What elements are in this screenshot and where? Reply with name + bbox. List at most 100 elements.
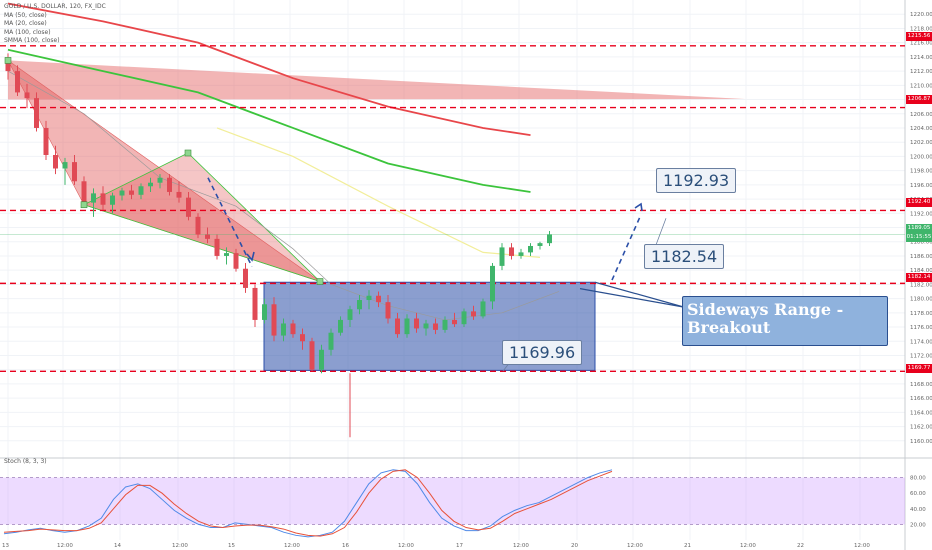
candle-body	[490, 265, 495, 302]
y-tick-label: 1182.00	[910, 282, 932, 288]
candle-body	[43, 127, 49, 155]
y-tick-label: 1214.00	[910, 55, 932, 61]
y-tick-label: 1212.00	[910, 69, 932, 75]
y-tick-label: 1168.00	[910, 382, 932, 388]
breakout-level-label[interactable]: 1182.54	[644, 244, 725, 269]
price-tag-resist: 1192.40	[906, 198, 932, 207]
price-tag-breakout: 1182.14	[906, 273, 932, 282]
x-tick-label: 12:00	[398, 543, 414, 549]
support-label[interactable]: 1169.96	[502, 340, 583, 365]
candle-body	[195, 216, 201, 235]
candle-body	[461, 311, 467, 325]
candle-body	[252, 287, 258, 320]
candle-body	[309, 341, 315, 370]
candle-body	[271, 304, 277, 336]
pattern-point-marker	[316, 278, 324, 285]
candle-body	[328, 332, 334, 350]
x-tick-label: 15	[228, 543, 235, 549]
moving-average-line	[7, 48, 531, 193]
x-tick-label: 22	[797, 543, 804, 549]
price-tag-support: 1169.77	[906, 364, 932, 373]
candle-body	[442, 319, 448, 330]
pattern-point-marker	[4, 57, 12, 64]
candle-body	[214, 238, 220, 256]
x-tick-label: 12:00	[284, 543, 300, 549]
y-tick-label: 1164.00	[910, 410, 932, 416]
candle-body	[34, 98, 39, 128]
candle-body	[157, 177, 163, 183]
candle-body	[366, 295, 372, 301]
pattern-triangle-top	[8, 60, 745, 100]
price-tag-current: 1189.05	[906, 224, 932, 233]
price-tag-top: 1215.56	[906, 32, 932, 41]
x-tick-label: 12:00	[57, 543, 73, 549]
callout-connector	[579, 288, 685, 308]
y-tick-label: 1186.00	[910, 254, 932, 260]
candle-body	[262, 304, 267, 320]
candle-body	[452, 319, 457, 325]
legend-item: SMMA (100, close)	[4, 37, 60, 44]
y-tick-label: 1204.00	[910, 126, 932, 132]
projection-arrow-down	[207, 177, 253, 267]
candle-body	[176, 191, 182, 198]
stoch-tick-label: 60.00	[910, 491, 926, 497]
legend-item: MA (100, close)	[4, 28, 51, 36]
stoch-k-line	[3, 469, 613, 538]
candle-body	[167, 177, 172, 192]
candle-body	[205, 234, 210, 239]
breakout-callout[interactable]: Sideways Range - Breakout	[682, 296, 888, 346]
candle-body	[119, 190, 125, 196]
x-tick-label: 14	[114, 543, 121, 549]
candle-body	[129, 190, 134, 195]
resistance-label[interactable]: 1192.93	[656, 168, 737, 193]
candle-body	[281, 323, 286, 336]
chart-legend: GOLD / U.S. DOLLAR, 120, FX_IDC MA (50, …	[4, 3, 106, 46]
candle-body	[319, 349, 324, 370]
projection-arrow-up	[611, 216, 641, 281]
candle-body	[414, 318, 419, 329]
y-tick-label: 1176.00	[910, 325, 932, 331]
x-tick-label: 16	[342, 543, 349, 549]
candle-body	[91, 193, 96, 203]
candle-body	[423, 323, 429, 329]
arrowhead-up	[634, 202, 643, 212]
candle-body	[528, 245, 533, 253]
breakout-line2: Breakout	[687, 318, 771, 337]
x-tick-label: 20	[571, 543, 578, 549]
y-tick-label: 1216.00	[910, 41, 932, 47]
x-tick-label: 12:00	[513, 543, 529, 549]
y-tick-label: 1188.00	[910, 240, 932, 246]
candle-body	[537, 243, 543, 246]
candle-body	[480, 301, 486, 317]
stoch-tick-label: 40.00	[910, 507, 926, 513]
candle-body	[338, 319, 343, 333]
x-tick-label: 13	[2, 543, 9, 549]
price-tag-upper: 1206.87	[906, 95, 932, 104]
symbol-title: GOLD / U.S. DOLLAR, 120, FX_IDC	[4, 3, 106, 10]
candle-body	[148, 182, 153, 187]
candle-body	[15, 71, 20, 93]
y-tick-label: 1184.00	[910, 268, 932, 274]
moving-average-line	[7, 2, 531, 136]
y-tick-label: 1202.00	[910, 140, 932, 146]
candle-body	[376, 295, 381, 303]
candle-body	[110, 195, 115, 205]
x-tick-label: 12:00	[627, 543, 643, 549]
y-tick-label: 1192.00	[910, 211, 932, 217]
candle-body	[357, 300, 362, 310]
callout-connector	[594, 281, 685, 308]
candle-body	[499, 247, 505, 266]
y-tick-label: 1210.00	[910, 83, 932, 89]
arrowhead-down	[246, 251, 255, 262]
y-tick-label: 1160.00	[910, 439, 932, 445]
y-tick-label: 1218.00	[910, 26, 932, 32]
stoch-tick-label: 20.00	[910, 522, 926, 528]
candle-body	[5, 60, 11, 72]
y-tick-label: 1166.00	[910, 396, 932, 402]
candle-body	[385, 302, 391, 319]
y-tick-label: 1180.00	[910, 297, 932, 303]
pattern-point-marker	[184, 149, 192, 157]
x-tick-label: 12:00	[172, 543, 188, 549]
y-tick-label: 1172.00	[910, 353, 932, 359]
